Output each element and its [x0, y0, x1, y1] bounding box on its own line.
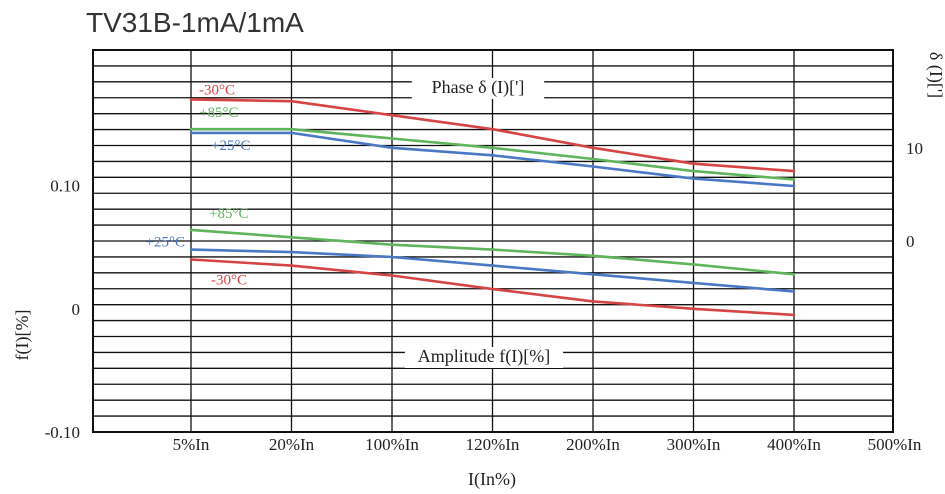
chart-title: TV31B-1mA/1mA — [86, 7, 304, 38]
grid — [92, 49, 894, 433]
x-tick-label: 200%In — [566, 435, 620, 454]
phase-series-label: -30°C — [199, 82, 235, 98]
amplitude-series-label: +25°C — [146, 235, 185, 251]
y-tick-label-left: -0.10 — [45, 423, 80, 442]
annotations: Phase δ (I)['] Amplitude f(I)[%] — [404, 77, 564, 368]
x-tick-label: 20%In — [269, 435, 315, 454]
y-tick-label-right: 10 — [906, 139, 923, 158]
phase-annotation: Phase δ (I)['] — [411, 77, 545, 99]
phase-annotation-background — [411, 78, 545, 99]
phase-series-line — [189, 131, 796, 188]
x-tick-label: 100%In — [365, 435, 419, 454]
x-axis-label: I(In%) — [468, 469, 516, 490]
series-lines — [189, 98, 796, 317]
amplitude-annotation-text: Amplitude f(I)[%] — [418, 346, 550, 367]
phase-series-line — [189, 98, 796, 173]
phase-series-label: +25°C — [211, 138, 250, 154]
amplitude-series-line — [189, 228, 796, 276]
y-tick-label-right: 0 — [906, 232, 915, 251]
phase-series-line — [189, 127, 796, 181]
y-axis-label-left: f(I)[%] — [12, 310, 33, 361]
amplitude-annotation-background — [404, 347, 564, 368]
y-tick-label-left: 0 — [72, 300, 81, 319]
phase-series-label: +85°C — [199, 105, 238, 121]
series-labels: -30°C +85°C +25°C +85°C +25°C -30°C — [146, 82, 251, 288]
y-axis-label-right: δ (I)['] — [925, 52, 945, 98]
x-tick-label: 5%In — [173, 435, 210, 454]
x-tick-label: 120%In — [466, 435, 520, 454]
amplitude-series-line — [189, 258, 796, 317]
tick-labels: 5%In 20%In 100%In 120%In 200%In 300%In 400%In 5… — [45, 139, 923, 454]
x-tick-label: 300%In — [667, 435, 721, 454]
amplitude-series-label: -30°C — [211, 272, 247, 288]
x-tick-label: 500%In — [868, 435, 922, 454]
phase-annotation-text: Phase δ (I)['] — [432, 77, 525, 98]
x-tick-label: 400%In — [767, 435, 821, 454]
amplitude-series-label: +85°C — [209, 206, 248, 222]
amplitude-series-line — [189, 248, 796, 293]
amplitude-annotation: Amplitude f(I)[%] — [404, 346, 564, 368]
y-tick-label-left: 0.10 — [50, 177, 80, 196]
